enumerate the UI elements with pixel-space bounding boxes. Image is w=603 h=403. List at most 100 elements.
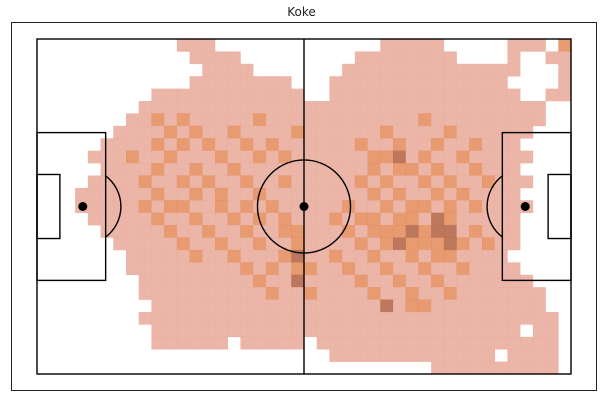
- heat-cell: [329, 163, 343, 176]
- heat-cell: [456, 299, 470, 313]
- heat-cell: [215, 262, 229, 276]
- heat-cell: [126, 187, 140, 201]
- heat-cell: [291, 212, 305, 226]
- heat-cell: [253, 287, 267, 300]
- heat-cell: [405, 88, 419, 102]
- heat-cell: [443, 212, 457, 226]
- heat-cell: [265, 299, 279, 313]
- heat-cell: [380, 237, 394, 251]
- heat-cell: [189, 76, 203, 89]
- heat-cell: [354, 101, 368, 114]
- heat-cell: [342, 324, 356, 338]
- heat-cell: [380, 150, 394, 164]
- heat-cell: [482, 88, 496, 102]
- heat-cell: [456, 287, 470, 300]
- heat-cell: [418, 163, 432, 176]
- heat-cell: [151, 150, 165, 164]
- heat-cell: [278, 125, 292, 139]
- heat-cell: [456, 76, 470, 89]
- heat-cell: [558, 39, 572, 52]
- heat-cell: [176, 187, 190, 201]
- heat-cell: [202, 225, 216, 238]
- heat-cell: [393, 287, 407, 300]
- heat-cell: [176, 287, 190, 300]
- heat-cell: [380, 336, 394, 350]
- heat-cell: [354, 51, 368, 65]
- heat-cell: [545, 336, 559, 350]
- heat-cell: [354, 88, 368, 102]
- heat-cell: [253, 101, 267, 114]
- heat-cell: [189, 187, 203, 201]
- heat-cell: [469, 150, 483, 164]
- heat-cell: [431, 113, 445, 127]
- heat-cell: [215, 225, 229, 238]
- heat-cell: [100, 175, 114, 189]
- heat-cell: [100, 200, 114, 214]
- heat-cell: [418, 125, 432, 139]
- heat-cell: [265, 225, 279, 238]
- heat-cell: [482, 262, 496, 276]
- heat-cell: [456, 274, 470, 288]
- heat-cell: [545, 324, 559, 338]
- heat-cell: [164, 262, 178, 276]
- heat-cell: [202, 63, 216, 77]
- heat-cell: [532, 336, 546, 350]
- heat-cell: [342, 113, 356, 127]
- heat-cell: [138, 287, 152, 300]
- heat-cell: [100, 150, 114, 164]
- heat-cell: [113, 163, 127, 176]
- heat-cell: [558, 76, 572, 89]
- heat-cell: [164, 336, 178, 350]
- heat-cell: [151, 299, 165, 313]
- heat-cell: [265, 311, 279, 325]
- heat-cell: [405, 125, 419, 139]
- heat-cell: [494, 125, 508, 139]
- heat-cell: [227, 125, 241, 139]
- heat-cell: [253, 249, 267, 263]
- heat-cell: [431, 274, 445, 288]
- heat-cell: [202, 187, 216, 201]
- heat-cell: [138, 175, 152, 189]
- heat-cell: [431, 138, 445, 151]
- heat-cell: [126, 125, 140, 139]
- heat-cell: [393, 88, 407, 102]
- heat-cell: [151, 113, 165, 127]
- heat-cell: [291, 262, 305, 276]
- heat-cell: [342, 125, 356, 139]
- heat-cell: [443, 249, 457, 263]
- heat-cell: [316, 187, 330, 201]
- heat-cell: [304, 113, 318, 127]
- heat-cell: [278, 274, 292, 288]
- heat-cell: [431, 76, 445, 89]
- heat-cell: [431, 299, 445, 313]
- heat-cell: [202, 163, 216, 176]
- heat-cell: [87, 212, 101, 226]
- heat-cell: [494, 88, 508, 102]
- heat-cell: [354, 187, 368, 201]
- heat-cell: [126, 225, 140, 238]
- heat-cell: [367, 76, 381, 89]
- heat-cell: [367, 249, 381, 263]
- heat-cell: [151, 274, 165, 288]
- heat-cell: [469, 101, 483, 114]
- heat-cell: [482, 349, 496, 362]
- heat-cell: [215, 200, 229, 214]
- heat-cell: [532, 311, 546, 325]
- heat-cell: [443, 76, 457, 89]
- heat-cell: [431, 200, 445, 214]
- heat-cell: [456, 150, 470, 164]
- heat-cell: [482, 237, 496, 251]
- heat-cell: [151, 175, 165, 189]
- heat-cell: [304, 324, 318, 338]
- heat-cell: [431, 336, 445, 350]
- heat-cell: [189, 249, 203, 263]
- heat-cell: [469, 336, 483, 350]
- heat-cell: [494, 63, 508, 77]
- heat-cell: [291, 163, 305, 176]
- heat-cell: [507, 101, 521, 114]
- heat-cell: [418, 175, 432, 189]
- heat-cell: [304, 187, 318, 201]
- heat-cell: [367, 63, 381, 77]
- heat-cell: [138, 274, 152, 288]
